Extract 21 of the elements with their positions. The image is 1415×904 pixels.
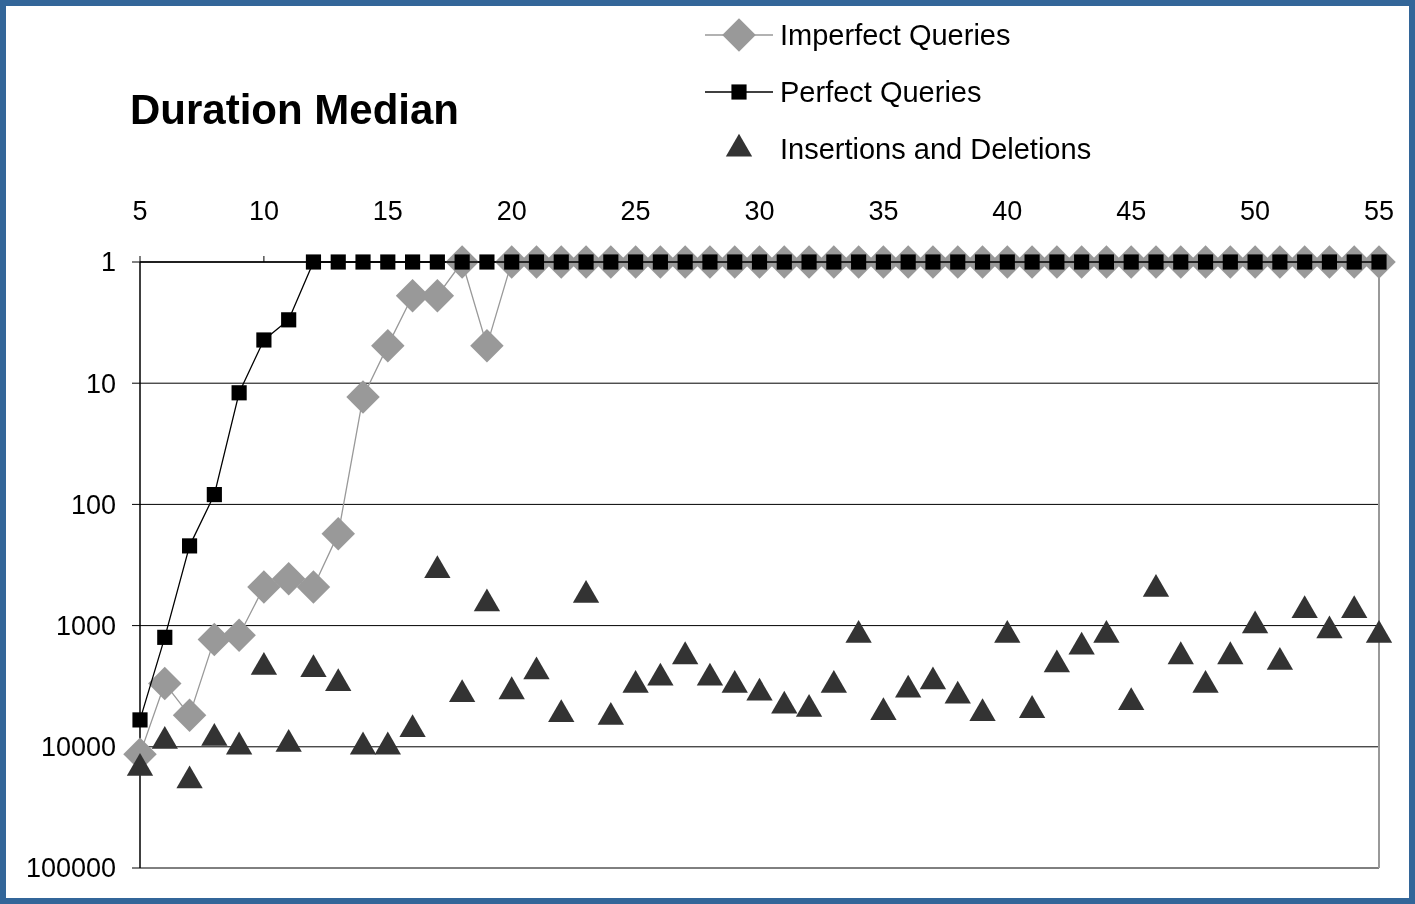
- y-tick-label: 10000: [40, 732, 116, 763]
- x-tick-label: 10: [248, 196, 279, 226]
- x-tick-label: 55: [1363, 196, 1395, 226]
- x-tick-label: 20: [496, 196, 527, 226]
- x-tick-label: 25: [620, 196, 651, 226]
- x-tick-label: 15: [372, 196, 403, 226]
- x-tick-label: 30: [744, 196, 775, 226]
- x-tick-label: 35: [868, 196, 899, 226]
- y-tick-label: 10: [85, 368, 116, 399]
- legend-label: Imperfect Queries: [780, 19, 1011, 52]
- x-tick-label: 50: [1240, 196, 1271, 226]
- legend-label: Perfect Queries: [780, 76, 982, 109]
- y-tick-label: 100: [70, 489, 116, 520]
- y-tick-label: 100000: [25, 853, 116, 884]
- x-tick-label: 45: [1116, 196, 1147, 226]
- y-tick-label: 1000: [55, 611, 116, 642]
- legend-label: Insertions and Deletions: [780, 133, 1092, 166]
- y-tick-label: 1: [100, 247, 116, 278]
- x-tick-label: 40: [992, 196, 1023, 226]
- chart-title: Duration Median: [130, 86, 460, 133]
- x-tick-label: 5: [132, 196, 148, 226]
